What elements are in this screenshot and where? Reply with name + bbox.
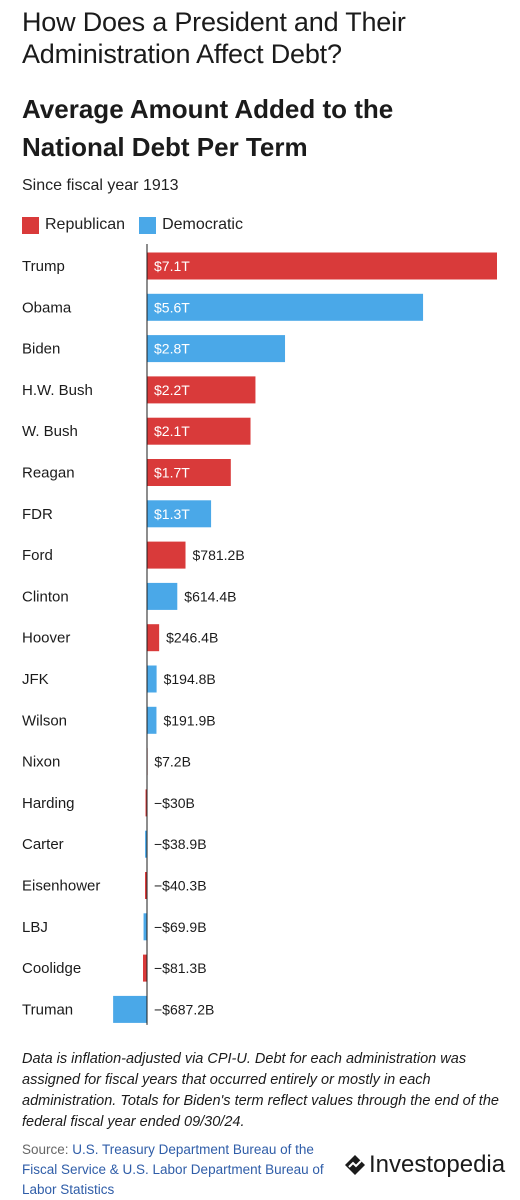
legend-swatch-republican	[22, 216, 39, 234]
value-label-coolidge: −$81.3B	[154, 960, 207, 976]
footnote: Data is inflation-adjusted via CPI-U. De…	[22, 1051, 499, 1130]
bar-w-bush	[147, 417, 251, 445]
source-label: Source:	[22, 1142, 69, 1157]
value-label-fdr: $1.3T	[154, 506, 190, 522]
value-label-lbj: −$69.9B	[154, 919, 207, 935]
value-label-harding: −$30B	[154, 795, 195, 811]
legend-item-democratic: Democratic	[139, 216, 243, 234]
bar-coolidge	[142, 954, 147, 982]
value-label-nixon: $7.2B	[154, 754, 191, 770]
legend-label-democratic: Democratic	[162, 216, 243, 233]
category-label-ford: Ford	[22, 547, 53, 564]
value-label-biden: $2.8T	[154, 341, 190, 357]
category-label-carter: Carter	[22, 836, 64, 853]
bar-lbj	[143, 913, 147, 941]
legend: Republican Democratic	[22, 214, 257, 236]
chart-title: How Does a President and Their Administr…	[22, 7, 406, 69]
value-label-hoover: $246.4B	[166, 630, 218, 646]
category-label-lbj: LBJ	[22, 919, 48, 936]
category-label-hoover: Hoover	[22, 630, 70, 647]
category-label-h-w-bush: H.W. Bush	[22, 382, 93, 399]
legend-item-republican: Republican	[22, 216, 125, 234]
source: Source: U.S. Treasury Department Bureau …	[22, 1140, 342, 1200]
bar-harding	[145, 789, 147, 817]
category-label-wilson: Wilson	[22, 712, 67, 729]
category-label-obama: Obama	[22, 299, 72, 316]
bar-clinton	[147, 582, 178, 610]
bar-trump	[147, 252, 497, 280]
bar-ford	[147, 541, 186, 569]
bar-eisenhower	[145, 872, 147, 899]
value-label-clinton: $614.4B	[184, 588, 236, 604]
bar-fdr	[147, 500, 212, 528]
category-label-trump: Trump	[22, 258, 65, 275]
category-label-jfk: JFK	[22, 671, 49, 688]
legend-swatch-democratic	[139, 216, 157, 234]
bar-wilson	[147, 706, 157, 734]
value-label-carter: −$38.9B	[154, 836, 207, 852]
bar-truman	[113, 995, 147, 1023]
investopedia-logo: Investopedia	[344, 1151, 505, 1179]
category-label-w-bush: W. Bush	[22, 423, 78, 440]
value-label-w-bush: $2.1T	[154, 423, 190, 439]
category-label-harding: Harding	[22, 795, 75, 812]
bar-chart: Trump $7.1T Obama $5.6T Biden $2.8T H.W. Bush $…	[22, 244, 497, 1025]
value-label-ford: $781.2B	[193, 547, 245, 563]
category-label-eisenhower: Eisenhower	[22, 878, 100, 895]
category-label-reagan: Reagan	[22, 465, 75, 482]
category-label-truman: Truman	[22, 1001, 73, 1018]
bar-reagan	[147, 459, 231, 486]
value-label-wilson: $191.9B	[163, 712, 215, 728]
legend-label-republican: Republican	[45, 216, 126, 233]
value-label-jfk: $194.8B	[164, 671, 216, 687]
category-label-fdr: FDR	[22, 506, 53, 523]
bar-jfk	[147, 665, 157, 693]
bar-carter	[145, 830, 147, 858]
bar-obama	[147, 293, 424, 321]
value-label-truman: −$687.2B	[154, 1001, 214, 1017]
chart-subtitle: Average Amount Added to the National Deb…	[22, 94, 394, 162]
bar-h-w-bush	[147, 376, 256, 404]
category-label-nixon: Nixon	[22, 754, 60, 771]
source-link[interactable]: U.S. Treasury Department Bureau of the F…	[22, 1142, 324, 1197]
category-label-clinton: Clinton	[22, 588, 69, 605]
since-label: Since fiscal year 1913	[22, 177, 179, 194]
value-label-trump: $7.1T	[154, 258, 190, 274]
category-label-biden: Biden	[22, 341, 60, 358]
value-label-reagan: $1.7T	[154, 465, 190, 481]
value-label-h-w-bush: $2.2T	[154, 382, 190, 398]
investopedia-logo-icon	[345, 1155, 365, 1175]
category-label-coolidge: Coolidge	[22, 960, 81, 977]
value-label-eisenhower: −$40.3B	[154, 878, 207, 894]
bar-hoover	[147, 624, 160, 652]
logo-text: Investopedia	[369, 1151, 506, 1178]
value-label-obama: $5.6T	[154, 299, 190, 315]
bar-biden	[147, 335, 286, 363]
